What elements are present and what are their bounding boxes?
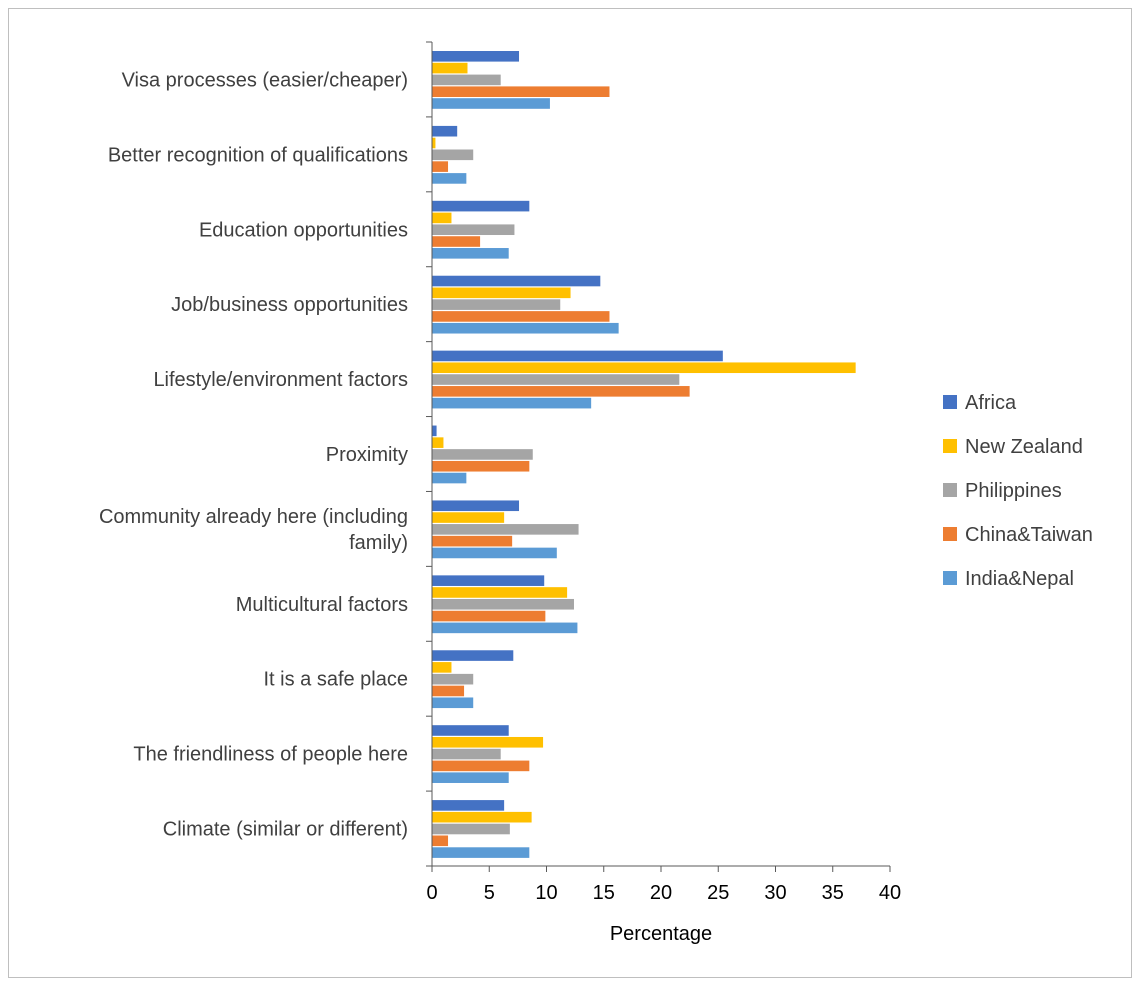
bar-africa-6 <box>432 500 520 512</box>
bar-new-zealand-2 <box>432 212 452 224</box>
bars-layer <box>432 51 856 858</box>
category-label: Better recognition of qualifications <box>108 144 408 166</box>
bar-africa-2 <box>432 200 530 212</box>
bar-new-zealand-5 <box>432 437 444 448</box>
bar-new-zealand-10 <box>432 811 532 823</box>
category-label: Proximity <box>326 444 408 466</box>
x-tick-label: 0 <box>426 882 437 904</box>
bar-china-taiwan-0 <box>432 86 610 97</box>
category-label: Climate (similar or different) <box>163 819 408 841</box>
legend-label: China&Taiwan <box>965 524 1093 546</box>
x-tick-label: 35 <box>822 882 844 904</box>
bar-new-zealand-4 <box>432 362 856 374</box>
x-tick-labels: 0 5 10 15 20 25 30 35 40 <box>426 882 901 904</box>
bar-india-nepal-0 <box>432 98 550 109</box>
category-label: Education opportunities <box>199 219 408 241</box>
bar-china-taiwan-8 <box>432 685 465 697</box>
bar-china-taiwan-7 <box>432 610 546 622</box>
bar-philippines-1 <box>432 149 474 161</box>
bar-india-nepal-2 <box>432 248 509 259</box>
bar-india-nepal-4 <box>432 397 592 409</box>
legend-label: India&Nepal <box>965 568 1074 590</box>
bar-africa-7 <box>432 575 545 586</box>
bar-africa-9 <box>432 725 509 736</box>
legend-swatch-india-nepal <box>943 571 957 585</box>
bar-china-taiwan-3 <box>432 311 610 322</box>
bar-new-zealand-7 <box>432 587 568 598</box>
bar-africa-5 <box>432 425 437 437</box>
bar-china-taiwan-9 <box>432 760 530 772</box>
bar-new-zealand-9 <box>432 736 544 748</box>
x-tick-label: 10 <box>535 882 557 904</box>
category-label: It is a safe place <box>263 669 408 691</box>
bar-india-nepal-5 <box>432 472 467 484</box>
bar-africa-8 <box>432 650 514 661</box>
bar-new-zealand-3 <box>432 287 571 299</box>
bar-india-nepal-10 <box>432 847 530 858</box>
bar-new-zealand-8 <box>432 662 452 673</box>
legend: Africa New Zealand Philippines China&Taiwan… <box>943 392 1093 590</box>
x-tick-label: 5 <box>484 882 495 904</box>
bar-africa-4 <box>432 350 723 362</box>
bar-india-nepal-8 <box>432 697 474 709</box>
legend-swatch-africa <box>943 395 957 409</box>
category-label: Lifestyle/environment factors <box>153 369 408 391</box>
bar-china-taiwan-4 <box>432 386 690 397</box>
bar-philippines-3 <box>432 299 561 310</box>
category-labels: Visa processes (easier/cheaper) Better re… <box>99 69 408 840</box>
bar-philippines-6 <box>432 524 579 535</box>
legend-label: Philippines <box>965 480 1062 502</box>
bar-africa-3 <box>432 275 601 287</box>
bar-china-taiwan-2 <box>432 236 481 247</box>
x-tick-label: 20 <box>650 882 672 904</box>
legend-swatch-new-zealand <box>943 439 957 453</box>
bar-india-nepal-9 <box>432 772 509 783</box>
bar-philippines-5 <box>432 449 533 460</box>
bar-philippines-9 <box>432 748 501 760</box>
bar-china-taiwan-6 <box>432 535 513 547</box>
bar-india-nepal-7 <box>432 622 578 634</box>
bar-new-zealand-1 <box>432 137 436 149</box>
bar-india-nepal-1 <box>432 173 467 184</box>
bar-africa-1 <box>432 125 458 137</box>
bar-philippines-2 <box>432 224 515 236</box>
bar-philippines-8 <box>432 673 474 685</box>
bar-philippines-0 <box>432 74 501 86</box>
bar-chart: Visa processes (easier/cheaper) Better re… <box>99 41 1093 945</box>
legend-swatch-philippines <box>943 483 957 497</box>
x-tick-label: 30 <box>764 882 786 904</box>
category-label: Job/business opportunities <box>171 294 408 316</box>
legend-label: Africa <box>965 392 1017 414</box>
bar-china-taiwan-10 <box>432 835 449 847</box>
bar-new-zealand-0 <box>432 62 468 74</box>
x-tick-label: 25 <box>707 882 729 904</box>
legend-swatch-china-taiwan <box>943 527 957 541</box>
x-tick-label: 15 <box>593 882 615 904</box>
category-label: Multicultural factors <box>236 594 408 616</box>
axes-layer <box>426 41 891 872</box>
category-label: Community already here (including <box>99 506 408 528</box>
chart-frame: Visa processes (easier/cheaper) Better re… <box>8 8 1132 978</box>
category-label: The friendliness of people here <box>133 744 408 766</box>
bar-philippines-4 <box>432 374 680 385</box>
category-label: family) <box>349 532 408 554</box>
bar-china-taiwan-1 <box>432 161 449 172</box>
bar-africa-0 <box>432 51 520 62</box>
bar-india-nepal-3 <box>432 322 619 334</box>
bar-philippines-7 <box>432 598 574 610</box>
bar-china-taiwan-5 <box>432 460 530 472</box>
legend-label: New Zealand <box>965 436 1083 458</box>
bar-new-zealand-6 <box>432 512 505 523</box>
category-label: Visa processes (easier/cheaper) <box>122 69 408 91</box>
bar-africa-10 <box>432 800 505 811</box>
x-tick-label: 40 <box>879 882 901 904</box>
bar-philippines-10 <box>432 823 510 835</box>
x-axis-title: Percentage <box>610 923 712 945</box>
bar-india-nepal-6 <box>432 547 557 559</box>
